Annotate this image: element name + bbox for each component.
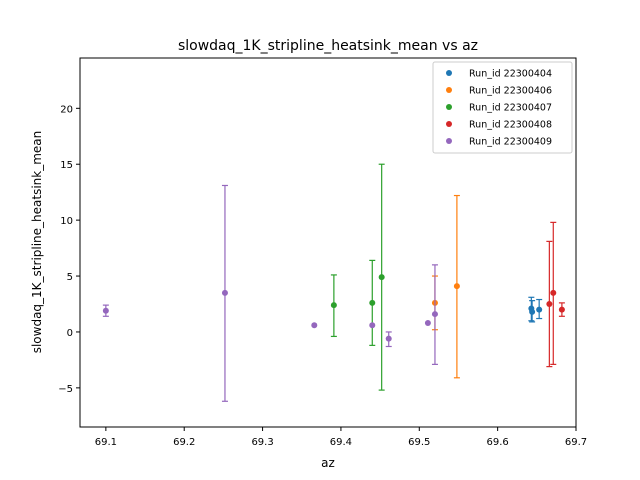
x-tick-label: 69.1 bbox=[95, 437, 117, 448]
series bbox=[330, 163, 385, 391]
legend-entry: Run_id 22300408 bbox=[469, 120, 552, 131]
legend-marker bbox=[446, 87, 452, 93]
y-tick-label: 10 bbox=[60, 216, 73, 227]
y-tick-label: 5 bbox=[67, 272, 73, 283]
data-point bbox=[378, 274, 385, 281]
legend-frame bbox=[432, 61, 573, 154]
data-point bbox=[550, 289, 557, 296]
x-tick-label: 69.2 bbox=[173, 437, 195, 448]
data-point bbox=[311, 322, 318, 329]
y-axis: −5 0 5 10 15 20 bbox=[58, 104, 80, 395]
y-tick-label: −5 bbox=[58, 384, 73, 395]
data-point bbox=[221, 289, 228, 296]
series bbox=[528, 296, 543, 323]
x-tick-label: 69.6 bbox=[487, 437, 509, 448]
legend-entry: Run_id 22300409 bbox=[469, 137, 552, 148]
x-axis-label: az bbox=[321, 456, 335, 470]
legend-marker bbox=[446, 138, 452, 144]
legend-marker bbox=[446, 104, 452, 110]
data-point bbox=[369, 299, 376, 306]
series bbox=[102, 184, 438, 402]
data-point bbox=[546, 301, 553, 307]
legend-entry: Run_id 22300406 bbox=[469, 86, 552, 97]
data-point bbox=[102, 307, 109, 314]
x-tick-label: 69.3 bbox=[251, 437, 273, 448]
data-point bbox=[453, 283, 460, 290]
series bbox=[546, 221, 565, 368]
data-point bbox=[536, 306, 543, 313]
x-tick-label: 69.5 bbox=[408, 437, 430, 448]
x-tick-label: 69.4 bbox=[330, 437, 352, 448]
chart-title: slowdaq_1K_stripline_heatsink_mean vs az bbox=[178, 38, 478, 54]
plot-frame bbox=[79, 57, 577, 428]
data-point bbox=[529, 308, 536, 315]
legend-marker bbox=[446, 70, 452, 76]
plot-area bbox=[102, 163, 565, 402]
y-tick-label: 15 bbox=[60, 160, 73, 171]
legend-entry: Run_id 22300404 bbox=[469, 69, 552, 80]
data-point bbox=[369, 322, 376, 329]
data-point bbox=[558, 306, 565, 313]
y-tick-label: 20 bbox=[60, 104, 73, 115]
legend-marker bbox=[446, 121, 452, 127]
data-point bbox=[424, 320, 431, 327]
y-tick-label: 0 bbox=[67, 328, 73, 339]
y-axis-label: slowdaq_1K_stripline_heatsink_mean bbox=[30, 131, 44, 354]
data-point bbox=[385, 335, 392, 342]
legend: Run_id 22300404 Run_id 22300406 Run_id 223… bbox=[432, 61, 573, 154]
data-point bbox=[330, 302, 337, 309]
data-point bbox=[431, 311, 438, 318]
x-tick-label: 69.7 bbox=[565, 437, 587, 448]
legend-entry: Run_id 22300407 bbox=[469, 103, 552, 114]
x-axis: 69.1 69.2 69.3 69.4 69.5 69.6 69.7 bbox=[95, 427, 587, 448]
